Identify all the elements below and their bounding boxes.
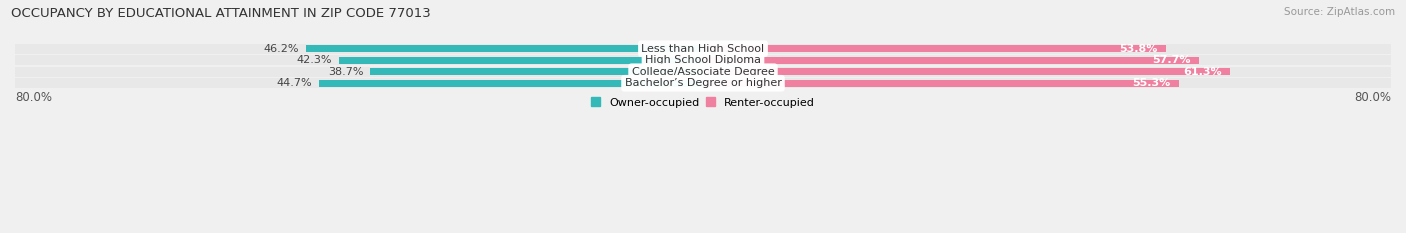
Text: 42.3%: 42.3% [297, 55, 332, 65]
Bar [305, 45, 703, 52]
Bar [703, 68, 1230, 75]
Text: High School Diploma: High School Diploma [645, 55, 761, 65]
Bar [703, 57, 1199, 64]
Text: Source: ZipAtlas.com: Source: ZipAtlas.com [1284, 7, 1395, 17]
Bar [703, 45, 1166, 52]
Bar [15, 78, 1391, 88]
Text: 61.3%: 61.3% [1182, 67, 1222, 77]
Bar [15, 55, 1391, 65]
Bar [703, 80, 1178, 87]
Text: 80.0%: 80.0% [15, 91, 52, 104]
Text: 38.7%: 38.7% [328, 67, 363, 77]
Text: College/Associate Degree: College/Associate Degree [631, 67, 775, 77]
Text: Bachelor’s Degree or higher: Bachelor’s Degree or higher [624, 78, 782, 88]
Bar [370, 68, 703, 75]
Text: 80.0%: 80.0% [1354, 91, 1391, 104]
Text: 57.7%: 57.7% [1152, 55, 1191, 65]
Legend: Owner-occupied, Renter-occupied: Owner-occupied, Renter-occupied [586, 93, 820, 112]
Text: OCCUPANCY BY EDUCATIONAL ATTAINMENT IN ZIP CODE 77013: OCCUPANCY BY EDUCATIONAL ATTAINMENT IN Z… [11, 7, 432, 20]
Text: 53.8%: 53.8% [1119, 44, 1157, 54]
Bar [319, 80, 703, 87]
Bar [339, 57, 703, 64]
Text: 55.3%: 55.3% [1132, 78, 1170, 88]
Text: Less than High School: Less than High School [641, 44, 765, 54]
Bar [15, 67, 1391, 77]
Text: 44.7%: 44.7% [276, 78, 312, 88]
Bar [15, 44, 1391, 54]
Text: 46.2%: 46.2% [263, 44, 299, 54]
